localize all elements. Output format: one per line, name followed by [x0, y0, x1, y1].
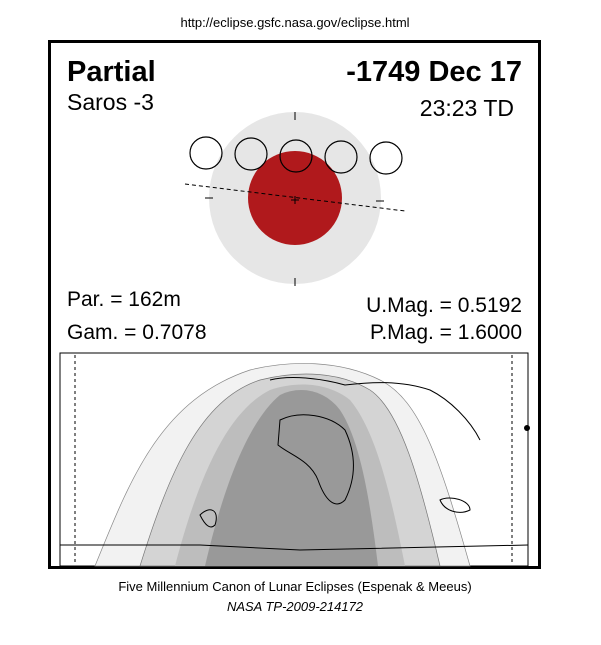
moon-position — [234, 137, 268, 171]
total-zone — [205, 390, 378, 566]
coastline — [277, 414, 354, 505]
moon-position — [369, 141, 403, 175]
parameter: P.Mag. = 1.6000 — [370, 321, 522, 344]
moon-position — [189, 136, 223, 170]
parameter: U.Mag. = 0.5192 — [366, 294, 522, 317]
moon-position — [279, 139, 313, 173]
saros: Saros -3 — [67, 89, 154, 115]
footer-credit: Five Millennium Canon of Lunar Eclipses … — [118, 579, 471, 594]
shadow-diagram — [184, 112, 406, 286]
coastline — [199, 509, 217, 528]
moon-path — [184, 183, 406, 212]
eclipse-type: Partial — [67, 56, 156, 88]
coastline — [269, 377, 481, 441]
eclipse-date: -1749 Dec 17 — [346, 56, 522, 88]
moon-marker — [524, 425, 530, 431]
moon-position — [324, 140, 358, 174]
coastline — [439, 497, 471, 513]
source-url: http://eclipse.gsfc.nasa.gov/eclipse.htm… — [180, 15, 409, 30]
world-map — [59, 352, 530, 567]
footer-reference: NASA TP-2009-214172 — [227, 599, 364, 614]
parameter: Gam. = 0.7078 — [67, 321, 207, 344]
eclipse-time: 23:23 TD — [420, 95, 514, 121]
coastline — [60, 544, 529, 551]
parameter: Par. = 162m — [67, 288, 181, 311]
